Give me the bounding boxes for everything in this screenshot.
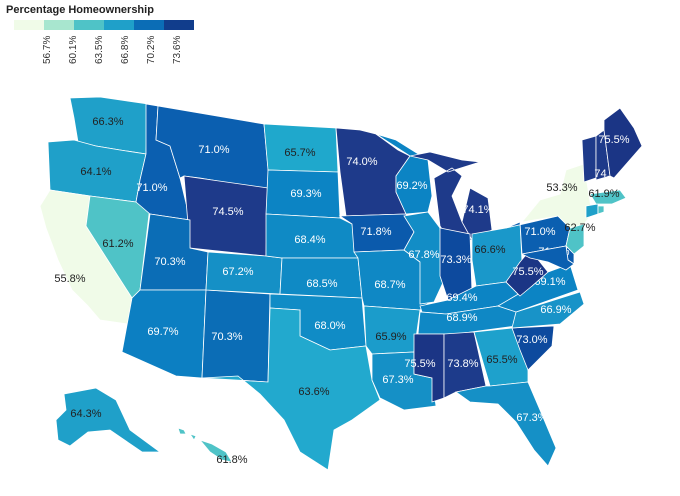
state-tx[interactable] [201,307,381,471]
legend-tick-label: 66.8% [120,35,131,64]
state-label-wa: 66.3% [92,116,123,128]
state-label-ut: 70.3% [154,256,185,268]
state-nc[interactable] [511,291,585,329]
state-label-ks: 68.5% [306,278,337,290]
legend-swatch [14,20,44,30]
state-me[interactable] [603,107,643,179]
state-label-oh: 66.6% [474,244,505,256]
state-ny[interactable] [521,163,593,229]
state-label-mt: 71.0% [198,144,229,156]
legend-tick-label: 60.1% [68,35,79,64]
state-sc[interactable] [511,325,555,371]
legend-swatch [74,20,104,30]
state-label-ca: 55.8% [54,273,85,285]
state-label-wi: 69.2% [396,180,427,192]
state-label-nd: 65.7% [284,147,315,159]
state-label-tx: 63.6% [298,386,329,398]
state-label-il: 67.8% [408,249,439,261]
state-ak[interactable] [55,387,162,453]
state-label-or: 64.1% [80,166,111,178]
legend-tick-label: 73.6% [172,35,183,64]
state-label-hi: 61.8% [216,454,247,466]
state-label-nc: 66.9% [540,304,571,316]
state-label-ga: 65.5% [486,354,517,366]
state-label-mn: 74.0% [346,156,377,168]
state-label-ma: 61.9% [588,188,619,200]
state-label-wy: 74.5% [212,206,243,218]
state-label-sd: 69.3% [290,188,321,200]
legend-tick-label: 56.7% [42,35,53,64]
state-label-ok: 68.0% [314,320,345,332]
state-label-la: 67.3% [382,374,413,386]
state-il[interactable] [403,211,447,305]
state-label-ny: 53.3% [546,182,577,194]
state-label-mo: 68.7% [374,279,405,291]
state-label-ia: 71.8% [360,226,391,238]
state-label-ar: 65.9% [375,331,406,343]
state-label-sc: 73.0% [516,334,547,346]
state-fl[interactable] [455,381,557,467]
legend-color-bar [14,20,194,30]
state-label-ms: 75.5% [404,358,435,370]
legend-tick-label: 63.5% [94,35,105,64]
state-ma[interactable] [589,189,627,205]
state-label-va: 69.1% [534,276,565,288]
state-label-wv: 75.5% [512,266,543,278]
state-label-al: 73.8% [447,358,478,370]
state-ct[interactable] [585,203,599,219]
state-wv[interactable] [505,249,549,297]
legend-swatch [44,20,74,30]
state-label-az: 69.7% [147,326,178,338]
state-label-ky: 69.4% [446,292,477,304]
state-md[interactable] [520,245,575,271]
legend-swatch [164,20,194,30]
state-label-tn: 68.9% [446,312,477,324]
state-nj[interactable] [565,223,585,255]
state-label-fl: 67.3% [516,412,547,424]
state-label-id: 71.0% [136,182,167,194]
state-label-in: 73.3% [440,254,471,266]
state-ri[interactable] [597,205,605,215]
state-label-nv: 61.2% [102,238,133,250]
state-label-ne: 68.4% [294,234,325,246]
state-label-ak: 64.3% [70,408,101,420]
state-label-pa: 71.0% [524,226,555,238]
state-label-co: 67.2% [222,266,253,278]
legend-swatch [134,20,164,30]
state-label-mi: 74.1% [462,204,493,216]
state-label-nj: 62.7% [564,222,595,234]
legend-title: Percentage Homeownership [6,4,154,16]
state-label-me: 75.5% [598,134,629,146]
legend-swatch [104,20,134,30]
state-label-nm: 70.3% [211,331,242,343]
state-hi[interactable] [177,427,233,463]
legend-tick-label: 70.2% [146,35,157,64]
